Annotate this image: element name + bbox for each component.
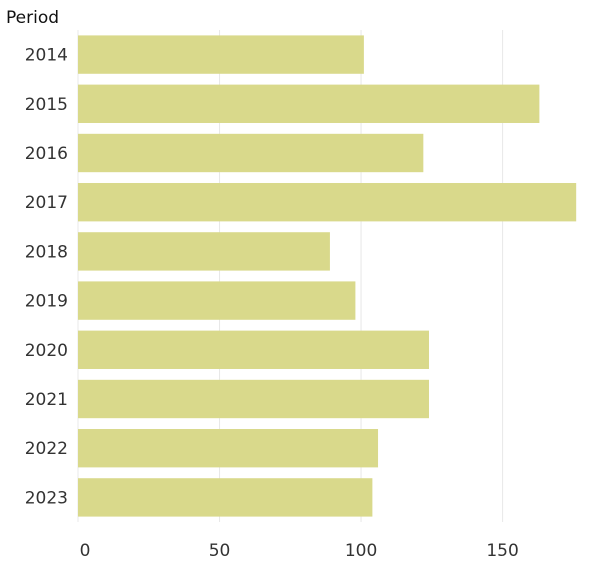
category-label: 2015 bbox=[25, 95, 68, 115]
bar bbox=[78, 330, 429, 369]
category-label: 2021 bbox=[25, 390, 68, 410]
bar bbox=[78, 133, 424, 173]
category-label: 2023 bbox=[25, 488, 68, 508]
category-label: 2014 bbox=[25, 46, 68, 66]
bars bbox=[78, 35, 577, 517]
category-label: 2019 bbox=[25, 292, 68, 312]
bar bbox=[78, 35, 364, 74]
bar bbox=[78, 183, 577, 222]
category-label: 2020 bbox=[25, 341, 68, 361]
x-tick-label: 0 bbox=[80, 541, 91, 561]
category-label: 2017 bbox=[25, 193, 68, 213]
bar bbox=[78, 478, 373, 517]
category-label: 2016 bbox=[25, 144, 68, 164]
x-tick-label: 50 bbox=[209, 541, 231, 561]
category-label: 2018 bbox=[25, 242, 68, 262]
x-tick-labels: 0 50 100 150 bbox=[80, 541, 519, 561]
bar bbox=[78, 281, 356, 320]
bar bbox=[78, 429, 379, 468]
bar bbox=[78, 232, 330, 271]
bar bbox=[78, 379, 429, 419]
category-labels: 2014 2015 2016 2017 2018 2019 2020 2021 2022 2023 bbox=[25, 46, 68, 509]
x-tick-label: 150 bbox=[486, 541, 518, 561]
bar bbox=[78, 84, 540, 123]
y-axis-title: Period bbox=[6, 8, 59, 28]
x-tick-label: 100 bbox=[345, 541, 377, 561]
category-label: 2022 bbox=[25, 439, 68, 459]
